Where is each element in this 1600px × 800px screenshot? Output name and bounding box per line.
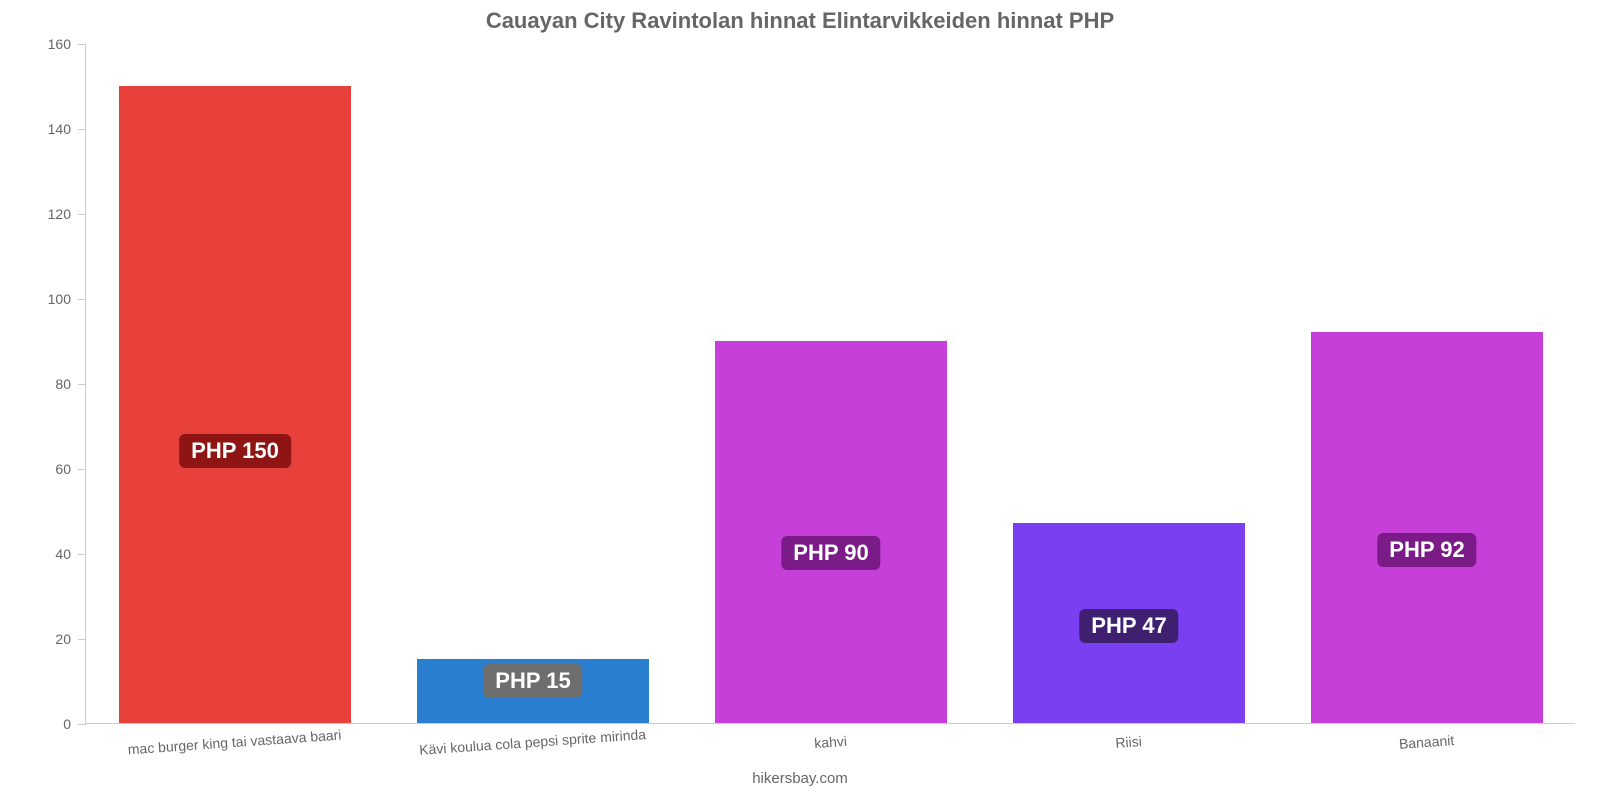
chart-credit: hikersbay.com [0, 770, 1600, 787]
bar: PHP 92 [1311, 332, 1543, 723]
chart-title: Cauayan City Ravintolan hinnat Elintarvi… [0, 8, 1600, 34]
y-tick-label: 160 [0, 36, 85, 52]
bar-slot: PHP 47 [980, 44, 1278, 723]
bar: PHP 150 [119, 86, 351, 724]
y-tick-label: 80 [0, 376, 85, 392]
y-tick-label: 120 [0, 206, 85, 222]
bar-slot: PHP 150 [86, 44, 384, 723]
bar-slot: PHP 92 [1278, 44, 1576, 723]
x-category-label: Riisi [1115, 733, 1143, 751]
bar: PHP 47 [1013, 523, 1245, 723]
value-label: PHP 90 [781, 536, 880, 570]
bar: PHP 90 [715, 341, 947, 724]
y-tick-label: 100 [0, 291, 85, 307]
bar-slot: PHP 15 [384, 44, 682, 723]
y-tick-label: 60 [0, 461, 85, 477]
x-category-label: kahvi [814, 733, 848, 751]
x-category-label: mac burger king tai vastaava baari [127, 727, 342, 758]
bars-layer: PHP 150 PHP 15 PHP 90 PHP 47 PHP 92 [86, 44, 1575, 723]
bar: PHP 15 [417, 659, 649, 723]
value-label: PHP 15 [483, 664, 582, 698]
plot-area: PHP 150 PHP 15 PHP 90 PHP 47 PHP 92 [85, 44, 1575, 724]
y-tick-label: 40 [0, 546, 85, 562]
y-tick-label: 20 [0, 631, 85, 647]
value-label: PHP 92 [1377, 533, 1476, 567]
bar-slot: PHP 90 [682, 44, 980, 723]
value-label: PHP 47 [1079, 609, 1178, 643]
bar-chart: Cauayan City Ravintolan hinnat Elintarvi… [0, 0, 1600, 800]
y-tick-label: 140 [0, 121, 85, 137]
x-category-label: Banaanit [1398, 732, 1454, 752]
value-label: PHP 150 [179, 434, 291, 468]
x-category-label: Kävi koulua cola pepsi sprite mirinda [419, 726, 647, 758]
y-tick-label: 0 [0, 716, 85, 732]
